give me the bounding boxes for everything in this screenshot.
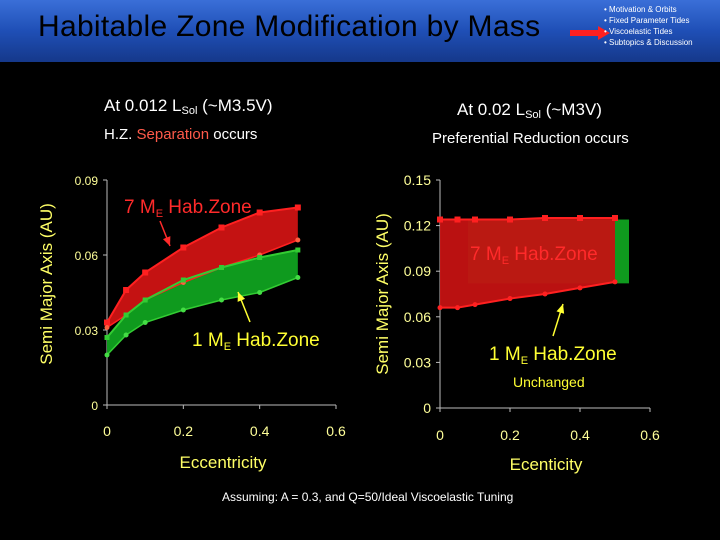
data-point-1me-lower bbox=[123, 332, 129, 338]
y-tick-label: 0.06 bbox=[75, 249, 99, 263]
y-tick-label: 0 bbox=[423, 400, 431, 416]
data-point-1me-upper bbox=[219, 265, 224, 270]
data-point-1me-upper bbox=[104, 335, 110, 340]
right-heading-text: At 0.02 L bbox=[457, 100, 526, 119]
annotation-arrow-1me-head bbox=[237, 292, 246, 302]
series-band-1me bbox=[107, 250, 298, 355]
y-tick-label: 0.03 bbox=[404, 354, 431, 370]
data-point-7me-lower bbox=[437, 305, 443, 311]
left-heading-suffix: (~M3.5V) bbox=[197, 96, 273, 115]
title-bar: Habitable Zone Modification by Mass • Mo… bbox=[0, 0, 720, 62]
x-tick-label: 0.2 bbox=[174, 423, 194, 439]
right-panel-heading: At 0.02 LSol (~M3V) bbox=[457, 100, 602, 121]
y-tick-label: 0.06 bbox=[404, 309, 431, 325]
arrow-right-icon bbox=[570, 26, 610, 40]
data-point-7me-lower bbox=[612, 279, 618, 285]
data-point-1me-upper bbox=[295, 247, 301, 253]
x-tick-label: 0 bbox=[436, 427, 444, 443]
y-tick-label: 0 bbox=[91, 399, 98, 413]
nav-item[interactable]: • Viscoelastic Tides bbox=[604, 27, 673, 36]
data-point-7me-lower bbox=[104, 325, 110, 330]
annotation-7me: 7 ME Hab.Zone bbox=[470, 244, 598, 267]
y-tick-label: 0.03 bbox=[75, 324, 99, 338]
y-tick-label: 0.15 bbox=[404, 172, 431, 188]
data-point-7me-upper bbox=[472, 216, 478, 223]
data-point-7me-upper bbox=[577, 215, 583, 221]
data-point-1me-lower bbox=[142, 320, 148, 325]
right-panel-subheading: Preferential Reduction occurs bbox=[432, 130, 629, 147]
x-tick-label: 0.4 bbox=[250, 423, 270, 439]
data-point-7me-lower bbox=[295, 237, 301, 243]
page-title: Habitable Zone Modification by Mass bbox=[38, 10, 541, 43]
data-point-7me-upper bbox=[123, 287, 130, 293]
nav-item[interactable]: • Fixed Parameter Tides bbox=[604, 16, 690, 25]
data-point-1me-lower bbox=[104, 352, 110, 358]
data-point-7me-upper bbox=[437, 216, 443, 223]
annotation-7me: 7 ME Hab.Zone bbox=[124, 197, 252, 220]
left-sub-pre: H.Z. bbox=[104, 126, 137, 143]
data-point-1me-lower bbox=[295, 275, 301, 280]
y-tick-label: 0.09 bbox=[75, 174, 99, 188]
data-point-7me-upper bbox=[612, 215, 618, 221]
x-tick-label: 0.6 bbox=[326, 423, 346, 439]
annotation-1me: 1 ME Hab.Zone bbox=[489, 344, 617, 367]
y-tick-label: 0.12 bbox=[404, 218, 431, 234]
right-heading-subscript: Sol bbox=[525, 109, 541, 121]
data-point-7me-upper bbox=[180, 244, 187, 251]
x-tick-label: 0 bbox=[103, 423, 111, 439]
data-point-1me-lower bbox=[219, 297, 224, 303]
data-point-7me-upper bbox=[542, 215, 548, 221]
data-point-7me-lower bbox=[507, 296, 513, 302]
data-point-7me-upper bbox=[294, 204, 301, 211]
data-point-7me-upper bbox=[256, 209, 263, 216]
left-heading-text: At 0.012 L bbox=[104, 96, 182, 115]
data-point-1me-upper bbox=[257, 255, 263, 260]
x-tick-label: 0.2 bbox=[500, 427, 520, 443]
y-axis-label: Semi Major Axis (AU) bbox=[373, 213, 392, 375]
data-point-7me-upper bbox=[507, 216, 513, 223]
nav-item[interactable]: • Motivation & Orbits bbox=[604, 5, 677, 14]
data-point-1me-lower bbox=[257, 290, 263, 295]
data-point-7me-upper bbox=[104, 319, 110, 326]
left-panel-heading: At 0.012 LSol (~M3.5V) bbox=[104, 96, 273, 117]
data-point-7me-lower bbox=[455, 305, 460, 311]
left-panel-subheading: H.Z. Separation occurs bbox=[104, 126, 257, 143]
x-axis-label: Eccentricity bbox=[180, 453, 267, 472]
left-sub-highlight: Separation bbox=[136, 126, 210, 143]
data-point-7me-upper bbox=[218, 224, 225, 231]
data-point-1me-lower bbox=[180, 307, 186, 313]
left-heading-subscript: Sol bbox=[181, 105, 198, 117]
data-point-7me-upper bbox=[454, 216, 461, 223]
data-point-7me-lower bbox=[472, 302, 478, 308]
annotation-arrow-1me-head bbox=[556, 304, 565, 314]
x-axis-label: Ecenticity bbox=[510, 455, 583, 474]
y-tick-label: 0.09 bbox=[404, 263, 431, 279]
series-band-7me bbox=[107, 207, 298, 328]
annotation-1me: 1 ME Hab.Zone bbox=[192, 330, 320, 353]
nav-item[interactable]: • Subtopics & Discussion bbox=[604, 38, 693, 47]
annotation-arrow-7me-head bbox=[162, 236, 171, 246]
annotation-unchanged: Unchanged bbox=[513, 374, 585, 390]
data-point-7me-lower bbox=[542, 291, 548, 297]
data-point-7me-lower bbox=[577, 285, 583, 291]
data-point-1me-upper bbox=[142, 297, 148, 303]
data-point-1me-upper bbox=[180, 277, 186, 283]
data-point-1me-upper bbox=[123, 312, 129, 318]
data-point-7me-upper bbox=[142, 269, 149, 276]
series-band-7me bbox=[440, 218, 615, 308]
y-axis-label: Semi Major Axis (AU) bbox=[37, 203, 56, 365]
x-tick-label: 0.4 bbox=[570, 427, 590, 443]
left-sub-post: occurs bbox=[209, 126, 258, 143]
section-nav: • Motivation & Orbits • Fixed Parameter … bbox=[604, 4, 693, 48]
right-heading-suffix: (~M3V) bbox=[540, 100, 602, 119]
x-tick-label: 0.6 bbox=[640, 427, 660, 443]
assumption-note: Assuming: A = 0.3, and Q=50/Ideal Viscoe… bbox=[222, 490, 514, 504]
